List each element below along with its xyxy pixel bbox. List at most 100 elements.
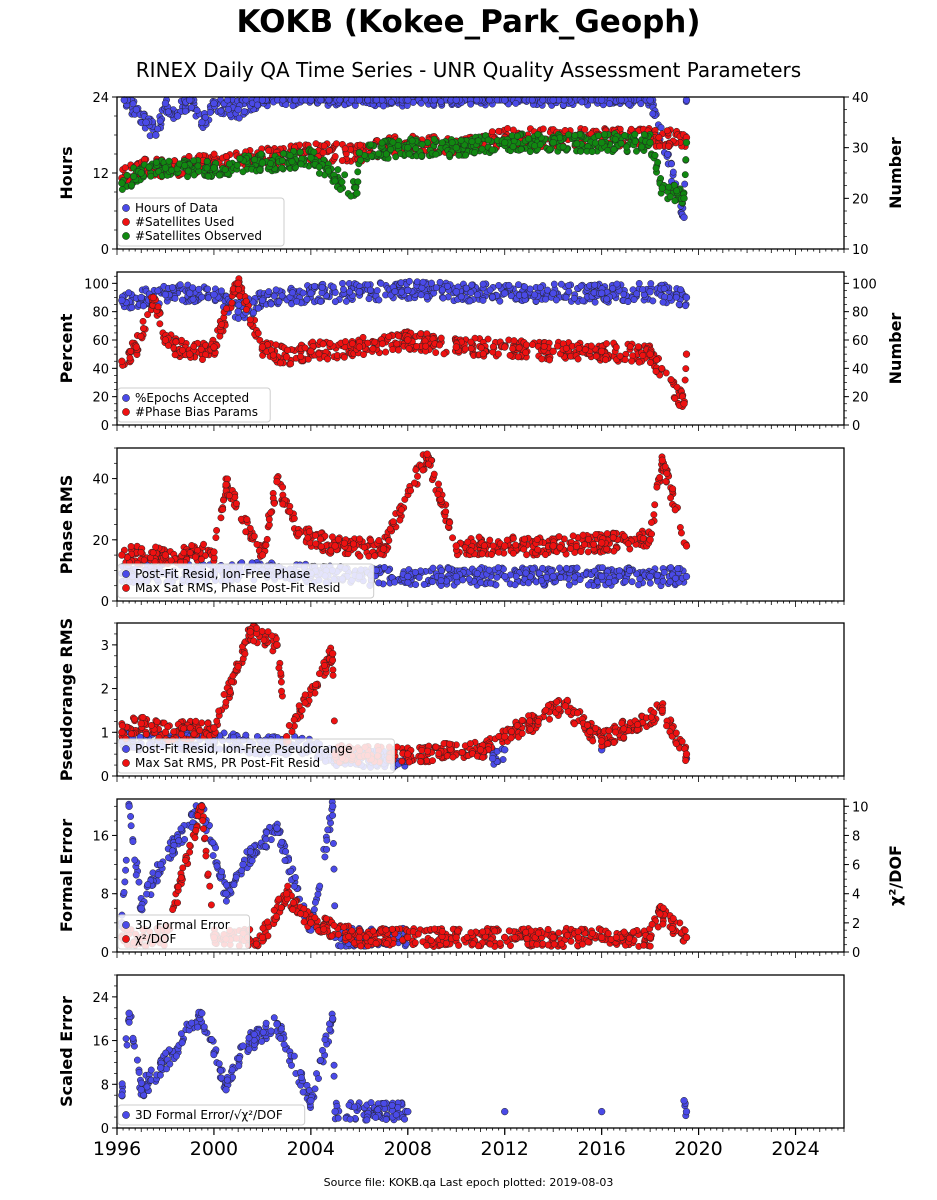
data-point bbox=[423, 293, 431, 301]
data-point bbox=[509, 534, 517, 542]
data-point bbox=[418, 152, 426, 160]
data-point bbox=[176, 281, 184, 289]
data-point bbox=[203, 164, 211, 172]
data-point bbox=[153, 158, 160, 166]
data-point bbox=[652, 164, 660, 172]
data-point bbox=[436, 341, 444, 349]
data-point bbox=[633, 290, 641, 298]
data-point bbox=[571, 573, 579, 581]
data-point bbox=[326, 339, 334, 347]
data-point bbox=[272, 341, 280, 349]
series-1-1 bbox=[120, 96, 691, 221]
data-point bbox=[501, 542, 509, 550]
data-point bbox=[591, 298, 599, 306]
data-point bbox=[669, 168, 677, 176]
data-point bbox=[365, 295, 373, 303]
data-point bbox=[315, 163, 323, 171]
data-point bbox=[373, 96, 380, 104]
data-point bbox=[682, 542, 691, 550]
data-point bbox=[386, 525, 394, 533]
data-point bbox=[341, 145, 349, 153]
data-point bbox=[575, 344, 583, 352]
data-point bbox=[368, 152, 376, 160]
data-point bbox=[489, 293, 496, 301]
data-point bbox=[486, 286, 494, 294]
data-point bbox=[429, 564, 437, 572]
right-axis-label: Number bbox=[886, 313, 905, 385]
data-point bbox=[121, 164, 129, 172]
data-point bbox=[452, 542, 460, 550]
data-point bbox=[665, 183, 673, 191]
y-tick-label: 12 bbox=[92, 167, 109, 182]
data-point bbox=[479, 296, 487, 304]
y-right-tick-label: 20 bbox=[852, 391, 869, 406]
legend-marker bbox=[122, 218, 130, 226]
data-point bbox=[665, 142, 672, 150]
data-point bbox=[182, 107, 189, 115]
data-point bbox=[154, 125, 162, 133]
data-point bbox=[127, 347, 135, 355]
data-point bbox=[570, 294, 578, 302]
data-point bbox=[250, 532, 258, 540]
data-point bbox=[489, 542, 497, 550]
data-point bbox=[317, 298, 325, 305]
data-point bbox=[203, 157, 211, 165]
data-point bbox=[132, 343, 141, 351]
data-point bbox=[680, 194, 688, 202]
data-point bbox=[512, 541, 520, 549]
data-point bbox=[341, 171, 349, 179]
data-point bbox=[419, 466, 427, 474]
data-point bbox=[437, 334, 445, 342]
data-point bbox=[598, 289, 606, 297]
data-point bbox=[656, 473, 664, 481]
data-point bbox=[452, 144, 460, 152]
data-point bbox=[263, 535, 271, 543]
data-point bbox=[258, 551, 267, 559]
data-point bbox=[434, 490, 442, 498]
data-point bbox=[350, 540, 357, 548]
data-point bbox=[356, 552, 364, 560]
data-point bbox=[680, 213, 688, 221]
data-point bbox=[145, 163, 153, 171]
data-point bbox=[137, 293, 145, 302]
data-point bbox=[571, 131, 579, 139]
data-point bbox=[590, 540, 598, 548]
legend-marker bbox=[122, 204, 130, 212]
data-point bbox=[236, 155, 244, 162]
data-point bbox=[270, 292, 278, 300]
data-point bbox=[262, 541, 270, 549]
data-point bbox=[253, 540, 261, 548]
data-point bbox=[331, 298, 339, 306]
data-point bbox=[598, 347, 606, 355]
data-point bbox=[528, 96, 536, 104]
y-tick-label: 24 bbox=[92, 91, 109, 106]
data-point bbox=[194, 162, 202, 170]
data-point bbox=[154, 303, 162, 311]
data-point bbox=[624, 298, 632, 306]
data-point bbox=[509, 345, 517, 353]
data-point bbox=[648, 519, 655, 526]
data-point bbox=[621, 578, 629, 585]
data-point bbox=[680, 400, 688, 408]
data-point bbox=[118, 551, 126, 559]
data-point bbox=[466, 297, 474, 305]
data-point bbox=[256, 166, 264, 174]
data-point bbox=[187, 104, 195, 111]
data-point bbox=[531, 142, 539, 150]
data-point bbox=[556, 564, 564, 572]
data-point bbox=[198, 118, 206, 126]
data-point bbox=[398, 506, 405, 514]
data-point bbox=[585, 535, 592, 543]
legend-label: Hours of Data bbox=[135, 201, 218, 215]
data-point bbox=[250, 309, 257, 317]
data-point bbox=[239, 168, 247, 176]
data-point bbox=[312, 540, 320, 548]
data-point bbox=[336, 186, 344, 193]
data-point bbox=[522, 569, 530, 577]
data-point bbox=[367, 537, 375, 544]
data-point bbox=[457, 293, 465, 301]
y-right-tick-label: 60 bbox=[852, 334, 869, 349]
data-point bbox=[540, 342, 548, 350]
data-point bbox=[288, 158, 296, 166]
data-point bbox=[510, 337, 518, 345]
